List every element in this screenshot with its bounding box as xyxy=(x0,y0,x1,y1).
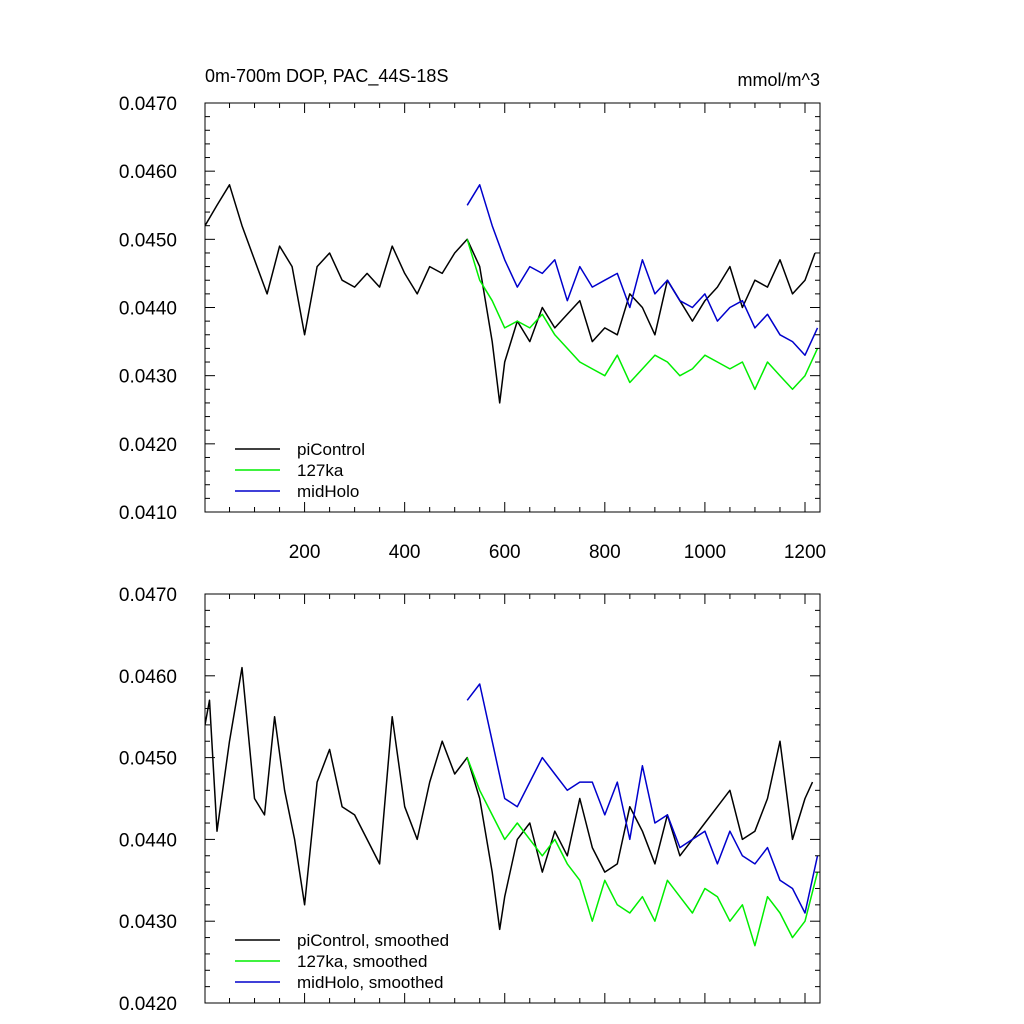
bottom-legend: piControl, smoothed 127ka, smoothed midHol… xyxy=(235,931,449,992)
top-ytick-label-5: 0.0460 xyxy=(119,162,177,183)
top-ytick-label-3: 0.0440 xyxy=(119,299,177,320)
top-legend-label-0: piControl xyxy=(297,440,365,459)
bottom-series-line-1 xyxy=(466,757,819,947)
top-ytick-label-0: 0.0410 xyxy=(119,503,177,524)
bottom-series-line-0 xyxy=(205,666,814,931)
bottom-ytick-label-0: 0.0420 xyxy=(119,994,177,1015)
top-series-line-2 xyxy=(466,184,819,356)
top-units: mmol/m^3 xyxy=(738,70,820,90)
top-ytick-label-2: 0.0430 xyxy=(119,367,177,388)
top-panel: 0m-700m DOP, PAC_44S-18S mmol/m^3 0.0410… xyxy=(119,66,826,563)
bottom-ytick-label-5: 0.0470 xyxy=(119,585,177,606)
top-title: 0m-700m DOP, PAC_44S-18S xyxy=(205,66,448,87)
bottom-ytick-label-1: 0.0430 xyxy=(119,912,177,933)
bottom-axes: 0.0420 0.0430 0.0440 0.0450 0.0460 0.0470 xyxy=(119,585,821,1015)
top-series-group xyxy=(205,184,819,404)
bottom-legend-label-0: piControl, smoothed xyxy=(297,931,449,950)
top-xtick-label-1: 400 xyxy=(389,542,421,563)
top-ytick-label-6: 0.0470 xyxy=(119,94,177,115)
bottom-legend-label-2: midHolo, smoothed xyxy=(297,973,443,992)
top-legend-label-2: midHolo xyxy=(297,482,359,501)
bottom-legend-label-1: 127ka, smoothed xyxy=(297,952,427,971)
top-legend-label-1: 127ka xyxy=(297,461,344,480)
top-ytick-label-1: 0.0420 xyxy=(119,435,177,456)
top-xtick-label-2: 600 xyxy=(489,542,521,563)
top-axes: 0.0410 0.0420 0.0430 0.0440 0.0450 0.0460 0.04… xyxy=(119,94,826,563)
top-xtick-label-3: 800 xyxy=(589,542,621,563)
top-series-line-1 xyxy=(466,239,819,391)
bottom-ytick-label-3: 0.0450 xyxy=(119,749,177,770)
top-xtick-label-5: 1200 xyxy=(784,542,826,563)
top-xtick-label-4: 1000 xyxy=(684,542,726,563)
top-xtick-label-0: 200 xyxy=(289,542,321,563)
top-ytick-label-4: 0.0450 xyxy=(119,230,177,251)
bottom-ytick-label-2: 0.0440 xyxy=(119,830,177,851)
top-legend: piControl 127ka midHolo xyxy=(235,440,365,501)
bottom-series-group xyxy=(205,666,819,947)
bottom-series-line-2 xyxy=(466,683,819,914)
bottom-plot-frame xyxy=(204,593,821,1004)
top-series-line-0 xyxy=(205,184,816,404)
bottom-ytick-label-4: 0.0460 xyxy=(119,667,177,688)
bottom-panel: 0.0420 0.0430 0.0440 0.0450 0.0460 0.0470 piC… xyxy=(119,585,821,1015)
